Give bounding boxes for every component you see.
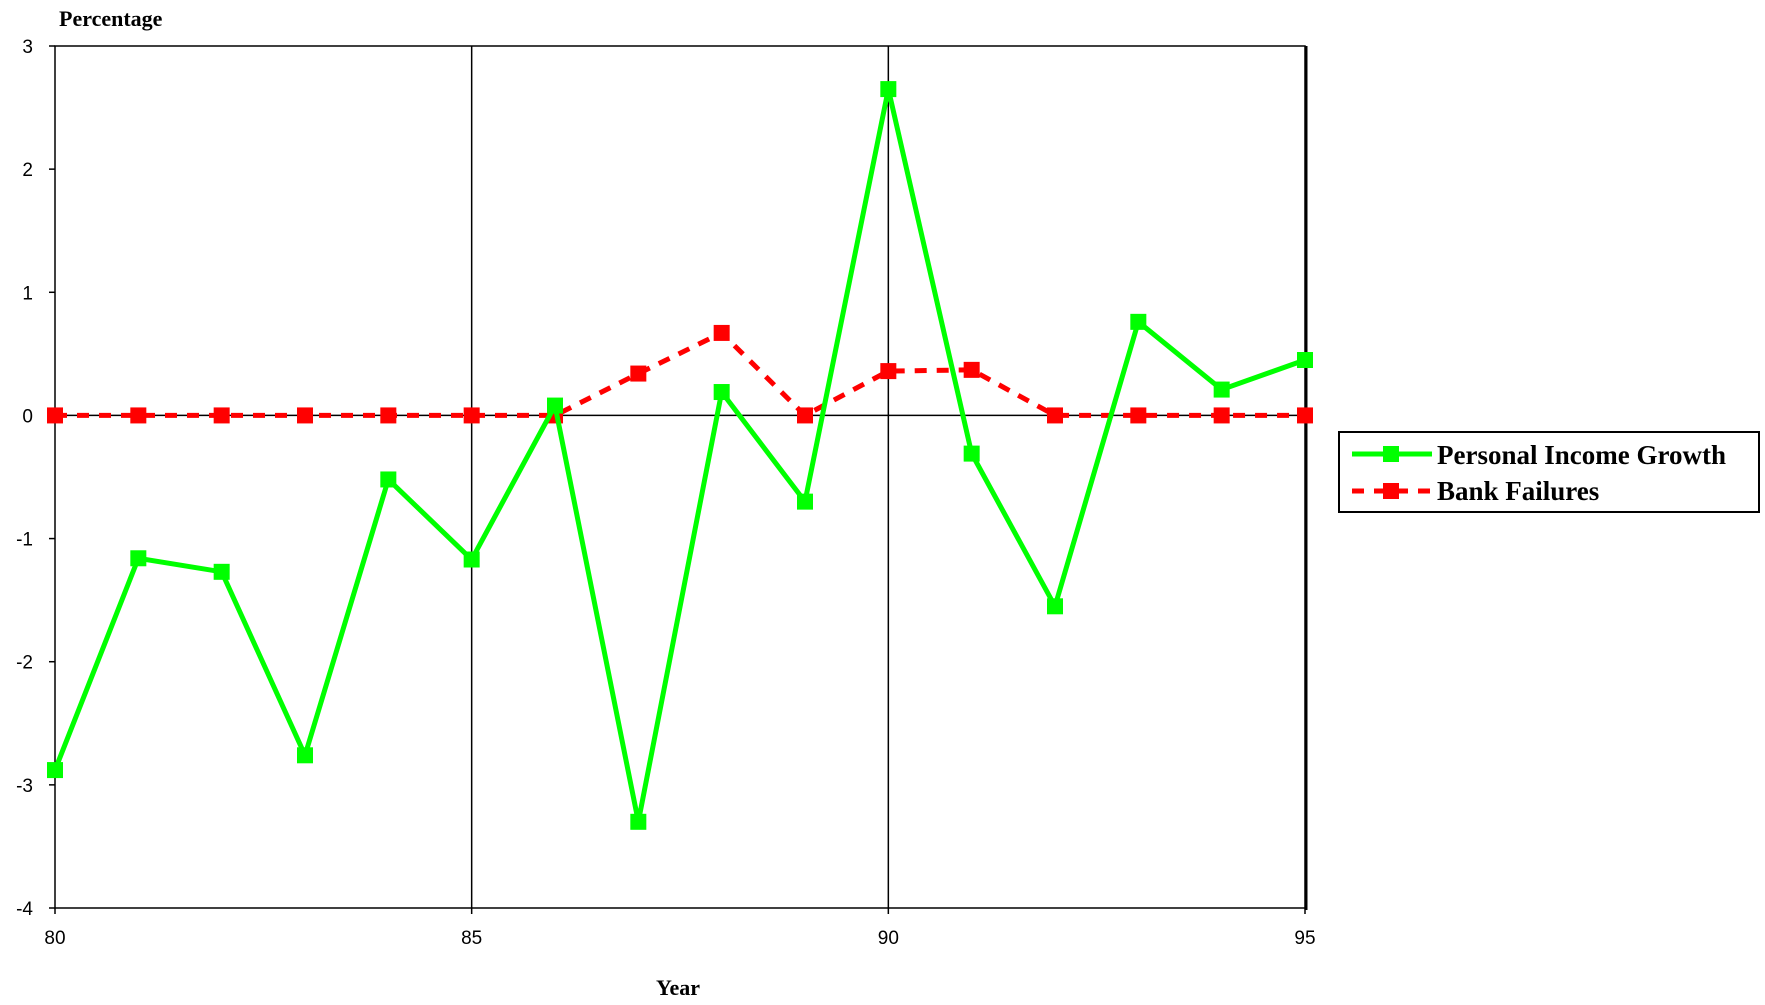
data-point-personal-income-growth <box>1213 381 1230 398</box>
y-tick-label: 0 <box>22 406 33 427</box>
legend-label-personal-income-growth: Personal Income Growth <box>1437 440 1726 470</box>
data-point-personal-income-growth <box>1130 313 1147 330</box>
data-point-personal-income-growth <box>547 397 563 414</box>
y-tick-label: -4 <box>16 899 33 920</box>
legend-marker-personal-income-growth <box>1383 446 1399 462</box>
series-line-personal-income-growth <box>52 88 1306 823</box>
legend-label-bank-failures: Bank Failures <box>1437 476 1599 506</box>
x-tick-label: 85 <box>461 928 482 949</box>
data-point-bank-failures <box>463 407 480 424</box>
data-point-bank-failures <box>630 365 647 382</box>
series-line-bank-failures <box>55 329 1305 419</box>
y-tick-label: 3 <box>22 37 33 58</box>
data-point-bank-failures <box>1213 407 1230 424</box>
data-point-personal-income-growth <box>1047 598 1063 615</box>
data-point-personal-income-growth <box>797 493 813 510</box>
data-point-bank-failures <box>1047 407 1063 424</box>
data-point-bank-failures <box>713 324 730 341</box>
data-point-bank-failures <box>963 361 980 378</box>
y-tick-label: -1 <box>16 530 33 551</box>
y-axis-title: Percentage <box>59 6 163 31</box>
x-axis-title: Year <box>656 975 700 1000</box>
data-point-bank-failures <box>380 407 397 424</box>
legend-marker-bank-failures <box>1383 483 1399 499</box>
data-point-personal-income-growth <box>963 445 980 462</box>
data-point-personal-income-growth <box>213 563 230 580</box>
gridlines <box>55 46 1305 908</box>
y-tick-label: -2 <box>16 653 33 674</box>
data-point-bank-failures <box>130 407 147 424</box>
data-point-personal-income-growth <box>630 813 647 830</box>
y-tick-label: -3 <box>16 776 33 797</box>
data-point-personal-income-growth <box>47 762 63 779</box>
data-point-personal-income-growth <box>380 471 397 488</box>
data-point-bank-failures <box>880 363 897 380</box>
legend-box <box>1338 431 1760 513</box>
data-point-bank-failures <box>297 407 313 424</box>
data-point-personal-income-growth <box>880 81 897 98</box>
axis-ticks: 3 2 1 0 -1 -2 -3 -4 80 85 90 95 <box>16 37 1315 949</box>
x-tick-label: 95 <box>1294 928 1315 949</box>
data-point-bank-failures <box>213 407 230 424</box>
series-lines <box>47 81 1313 830</box>
data-point-personal-income-growth <box>297 747 313 764</box>
data-point-personal-income-growth <box>463 551 480 568</box>
plot-area-frame <box>54 45 1306 909</box>
data-point-personal-income-growth <box>1297 352 1313 369</box>
x-tick-label: 80 <box>44 928 65 949</box>
data-point-bank-failures <box>1130 407 1147 424</box>
legend: Personal Income Growth Bank Failures <box>1338 431 1760 513</box>
x-tick-label: 90 <box>878 928 899 949</box>
data-point-personal-income-growth <box>713 384 730 401</box>
data-point-personal-income-growth <box>130 550 147 567</box>
y-tick-label: 2 <box>22 160 33 181</box>
data-point-bank-failures <box>1297 407 1313 424</box>
data-point-bank-failures <box>797 407 813 424</box>
y-tick-label: 1 <box>22 283 33 304</box>
data-point-bank-failures <box>47 407 63 424</box>
